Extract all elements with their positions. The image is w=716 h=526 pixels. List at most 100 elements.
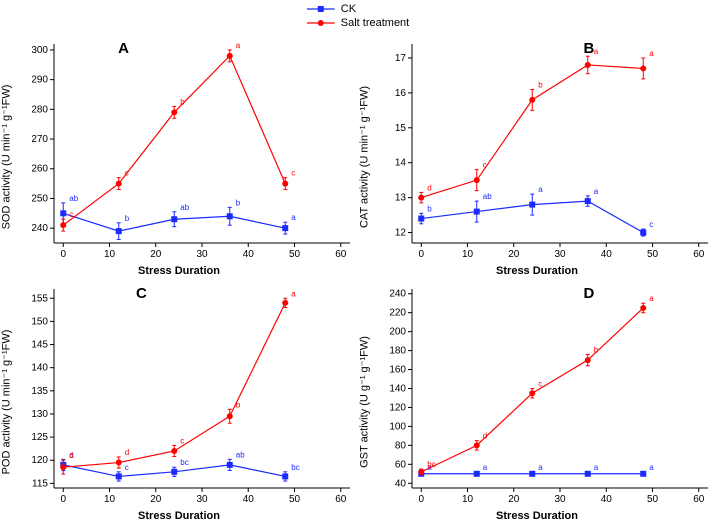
svg-text:ab: ab — [236, 450, 245, 459]
xlabel-c: Stress Duration — [138, 510, 220, 522]
svg-text:c: c — [538, 380, 542, 389]
svg-text:0: 0 — [60, 249, 66, 260]
panel-c-svg: 1151201251301351401451501550102030405060… — [0, 279, 358, 524]
svg-text:17: 17 — [395, 53, 407, 64]
svg-text:20: 20 — [150, 249, 162, 260]
ylabel-c: POD activity (U min⁻¹ g⁻¹FW) — [0, 329, 13, 474]
xlabel-d: Stress Duration — [496, 510, 578, 522]
xlabel-a: Stress Duration — [138, 265, 220, 277]
svg-text:a: a — [291, 213, 296, 222]
svg-text:ab: ab — [180, 203, 189, 212]
svg-text:c: c — [69, 210, 73, 219]
svg-text:30: 30 — [196, 249, 208, 260]
ylabel-a: SOD activity (U min⁻¹ g⁻¹FW) — [0, 84, 13, 229]
svg-text:a: a — [236, 41, 241, 50]
svg-text:15: 15 — [395, 123, 407, 134]
svg-text:d: d — [125, 448, 129, 457]
panel-a: 2402502602702802903000102030405060abbabb… — [0, 34, 358, 279]
svg-text:bc: bc — [291, 463, 299, 472]
svg-text:a: a — [291, 289, 296, 298]
svg-text:135: 135 — [31, 386, 48, 397]
svg-text:40: 40 — [601, 494, 613, 505]
svg-text:c: c — [125, 169, 129, 178]
svg-text:c: c — [180, 436, 184, 445]
svg-text:ab: ab — [483, 192, 492, 201]
svg-text:60: 60 — [693, 249, 705, 260]
svg-text:140: 140 — [389, 384, 406, 395]
ylabel-d: GST activity (U g⁻¹ g⁻¹FW) — [358, 336, 371, 468]
svg-text:0: 0 — [60, 494, 66, 505]
legend-item-ck: CK — [307, 2, 409, 16]
svg-text:b: b — [180, 97, 185, 106]
svg-text:160: 160 — [389, 365, 406, 376]
panel-title-a: A — [118, 40, 129, 57]
svg-text:b: b — [236, 400, 241, 409]
svg-text:a: a — [594, 187, 599, 196]
svg-text:40: 40 — [395, 478, 407, 489]
legend-label-salt: Salt treatment — [341, 16, 409, 30]
svg-text:180: 180 — [389, 346, 406, 357]
svg-text:250: 250 — [31, 193, 48, 204]
svg-text:a: a — [594, 463, 599, 472]
svg-text:b: b — [236, 198, 241, 207]
svg-text:280: 280 — [31, 104, 48, 115]
svg-text:20: 20 — [508, 249, 520, 260]
svg-text:c: c — [483, 161, 487, 170]
svg-text:a: a — [594, 47, 599, 56]
svg-text:d: d — [69, 451, 73, 460]
svg-text:b: b — [125, 214, 130, 223]
svg-text:b: b — [594, 345, 599, 354]
svg-text:10: 10 — [462, 249, 474, 260]
svg-text:40: 40 — [243, 494, 255, 505]
svg-text:c: c — [291, 169, 295, 178]
svg-text:50: 50 — [647, 494, 659, 505]
svg-text:100: 100 — [389, 421, 406, 432]
panel-d: 4060801001201401601802002202400102030405… — [358, 279, 716, 524]
svg-text:a: a — [538, 463, 543, 472]
svg-text:a: a — [649, 463, 654, 472]
svg-text:bc: bc — [180, 458, 188, 467]
legend-swatch-ck — [307, 4, 335, 14]
legend-swatch-salt — [307, 18, 335, 28]
svg-text:200: 200 — [389, 327, 406, 338]
svg-text:60: 60 — [693, 494, 705, 505]
svg-text:b: b — [538, 80, 543, 89]
svg-text:270: 270 — [31, 134, 48, 145]
svg-text:50: 50 — [647, 249, 659, 260]
svg-text:a: a — [538, 185, 543, 194]
panel-title-b: B — [584, 40, 595, 57]
svg-text:120: 120 — [31, 455, 48, 466]
svg-text:240: 240 — [389, 289, 406, 300]
svg-text:125: 125 — [31, 432, 48, 443]
panel-title-c: C — [136, 285, 147, 302]
svg-text:20: 20 — [150, 494, 162, 505]
svg-text:130: 130 — [31, 409, 48, 420]
svg-text:20: 20 — [508, 494, 520, 505]
svg-text:a: a — [649, 49, 654, 58]
panels-grid: 2402502602702802903000102030405060abbabb… — [0, 34, 716, 524]
svg-text:50: 50 — [289, 249, 301, 260]
panel-d-svg: 4060801001201401601802002202400102030405… — [358, 279, 716, 524]
svg-text:13: 13 — [395, 193, 407, 204]
panel-b-svg: 1213141516170102030405060babaacdcbaa — [358, 34, 716, 279]
enzyme-activity-figure: CK Salt treatment 2402502602702802903000… — [0, 0, 716, 526]
svg-text:c: c — [125, 463, 129, 472]
svg-text:60: 60 — [395, 459, 407, 470]
panel-a-svg: 2402502602702802903000102030405060abbabb… — [0, 34, 358, 279]
panel-b: 1213141516170102030405060babaacdcbaaCAT … — [358, 34, 716, 279]
ylabel-b: CAT activity (U min⁻¹ g⁻¹FW) — [358, 86, 371, 228]
svg-text:0: 0 — [418, 249, 424, 260]
svg-text:40: 40 — [243, 249, 255, 260]
legend: CK Salt treatment — [307, 2, 409, 30]
svg-text:d: d — [427, 183, 431, 192]
svg-text:14: 14 — [395, 158, 407, 169]
svg-text:0: 0 — [418, 494, 424, 505]
svg-text:140: 140 — [31, 363, 48, 374]
panel-c: 1151201251301351401451501550102030405060… — [0, 279, 358, 524]
svg-text:260: 260 — [31, 164, 48, 175]
svg-text:145: 145 — [31, 340, 48, 351]
svg-text:c: c — [649, 220, 653, 229]
svg-text:240: 240 — [31, 223, 48, 234]
svg-text:10: 10 — [104, 494, 116, 505]
svg-text:60: 60 — [335, 249, 347, 260]
